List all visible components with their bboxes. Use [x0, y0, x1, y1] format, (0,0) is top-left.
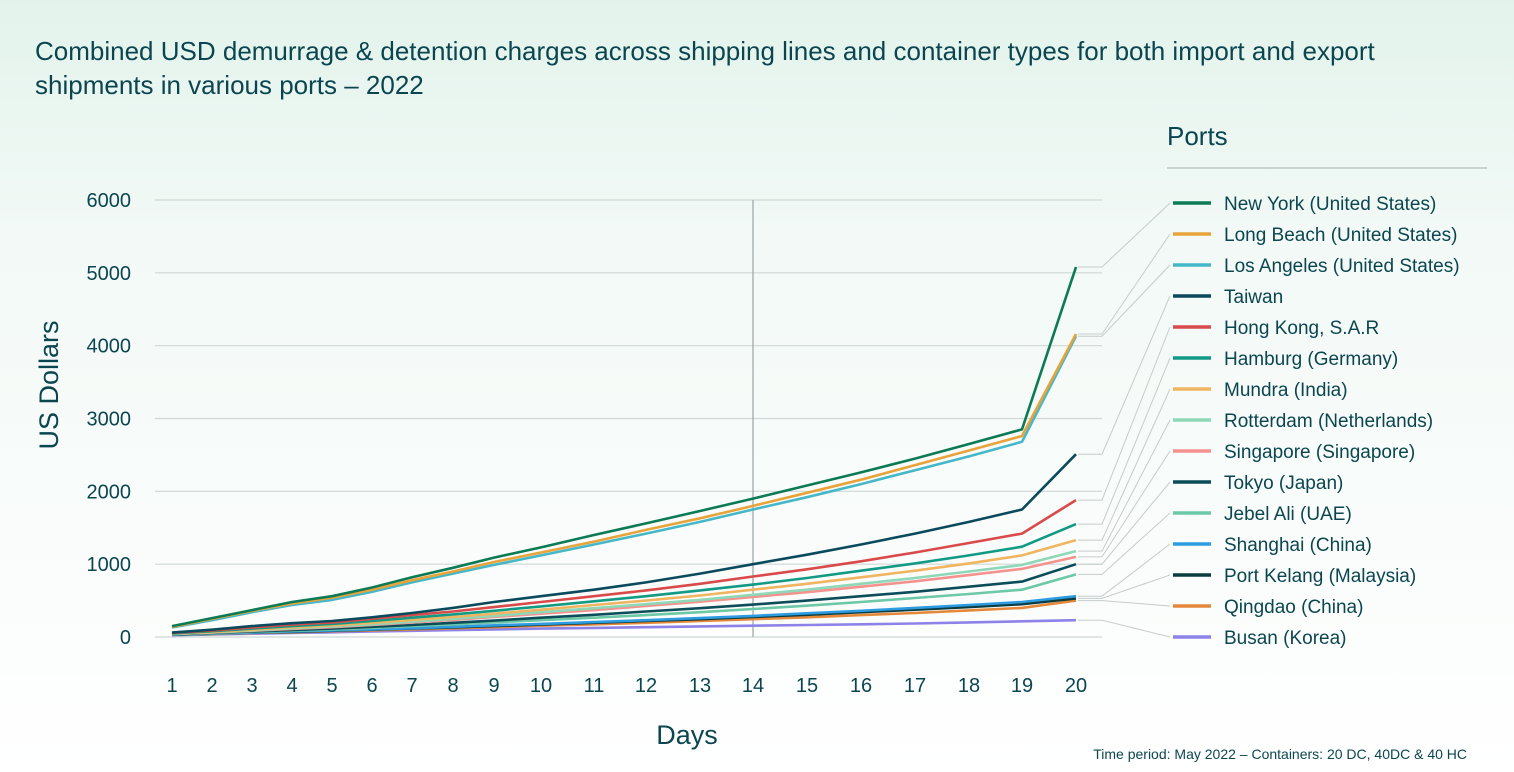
- legend-leader-lines: [1078, 202, 1171, 638]
- y-axis-ticks: 0 1000 2000 3000 4000 5000 6000: [87, 190, 132, 649]
- series-line: [171, 498, 1077, 635]
- chart-title: Combined USD demurrage & detention charg…: [35, 36, 1375, 100]
- series-line: [171, 266, 1078, 628]
- x-tick-label: 3: [246, 675, 257, 697]
- x-tick-label: 5: [326, 675, 337, 697]
- legend-leader-line: [1078, 600, 1171, 607]
- legend-label: Mundra (India): [1224, 380, 1348, 401]
- legend-label: Los Angeles (United States): [1224, 256, 1460, 277]
- y-axis-title: US Dollars: [34, 320, 64, 449]
- legend-label: Rotterdam (Netherlands): [1224, 411, 1433, 432]
- legend-leader-line: [1078, 264, 1171, 337]
- legend-leader-line: [1078, 450, 1171, 558]
- x-tick-label: 9: [488, 675, 499, 697]
- y-tick-label: 3000: [87, 409, 132, 431]
- x-axis-title: Days: [656, 720, 718, 750]
- x-tick-label: 2: [206, 675, 217, 697]
- x-tick-label: 16: [850, 675, 872, 697]
- legend-leader-line: [1078, 619, 1171, 638]
- legend-label: New York (United States): [1224, 194, 1436, 215]
- x-tick-label: 6: [366, 675, 377, 697]
- legend-leader-line: [1078, 388, 1171, 541]
- legend-leader-line: [1078, 543, 1171, 597]
- x-tick-label: 20: [1065, 675, 1087, 697]
- footnote: Time period: May 2022 – Containers: 20 D…: [1093, 746, 1467, 762]
- legend-leader-line: [1078, 357, 1171, 525]
- legend-label: Singapore (Singapore): [1224, 442, 1415, 463]
- legend: New York (United States) Long Beach (Unit…: [1173, 194, 1460, 649]
- x-tick-label: 7: [406, 675, 417, 697]
- x-tick-label: 12: [635, 675, 657, 697]
- x-tick-label: 10: [530, 675, 552, 697]
- x-tick-label: 19: [1011, 675, 1033, 697]
- legend-leader-line: [1078, 202, 1171, 268]
- y-tick-label: 4000: [87, 336, 132, 358]
- x-tick-label: 11: [584, 675, 605, 697]
- series-line: [171, 333, 1078, 629]
- x-tick-label: 13: [689, 675, 711, 697]
- x-tick-label: 1: [166, 675, 177, 697]
- legend-leader-line: [1078, 233, 1171, 335]
- series-lines: [171, 266, 1078, 637]
- x-tick-label: 17: [904, 675, 926, 697]
- legend-label: Long Beach (United States): [1224, 225, 1457, 246]
- y-tick-label: 1000: [87, 554, 132, 576]
- series-line: [171, 538, 1077, 635]
- legend-leader-line: [1078, 326, 1171, 501]
- y-tick-label: 2000: [87, 481, 132, 503]
- legend-title: Ports: [1167, 121, 1228, 151]
- x-tick-label: 15: [796, 675, 818, 697]
- legend-leader-line: [1078, 419, 1171, 552]
- series-line: [171, 453, 1077, 634]
- legend-label: Busan (Korea): [1224, 628, 1347, 649]
- legend-label: Qingdao (China): [1224, 597, 1363, 618]
- legend-label: Hong Kong, S.A.R: [1224, 318, 1379, 339]
- legend-label: Taiwan: [1224, 287, 1283, 308]
- legend-leader-line: [1078, 295, 1171, 455]
- legend-label: Port Kelang (Malaysia): [1224, 566, 1416, 587]
- series-line: [171, 335, 1078, 629]
- x-tick-label: 4: [286, 675, 297, 697]
- legend-leader-line: [1078, 481, 1171, 565]
- legend-label: Jebel Ali (UAE): [1224, 504, 1352, 525]
- x-tick-label: 18: [958, 675, 980, 697]
- x-tick-label: 8: [447, 675, 458, 697]
- y-tick-label: 5000: [87, 263, 132, 285]
- legend-label: Hamburg (Germany): [1224, 349, 1398, 370]
- grid-lines: [155, 199, 1102, 638]
- series-line: [171, 522, 1077, 635]
- x-tick-label: 14: [742, 675, 764, 697]
- legend-label: Tokyo (Japan): [1224, 473, 1343, 494]
- x-axis-ticks: 1 2 3 4 5 6 7 8 9 10 11 12 13 14 15 16 17 18 19 20: [166, 675, 1087, 697]
- legend-leader-line: [1078, 574, 1171, 599]
- legend-label: Shanghai (China): [1224, 535, 1372, 556]
- legend-leader-line: [1078, 512, 1171, 575]
- y-tick-label: 0: [120, 627, 131, 649]
- y-tick-label: 6000: [87, 190, 132, 212]
